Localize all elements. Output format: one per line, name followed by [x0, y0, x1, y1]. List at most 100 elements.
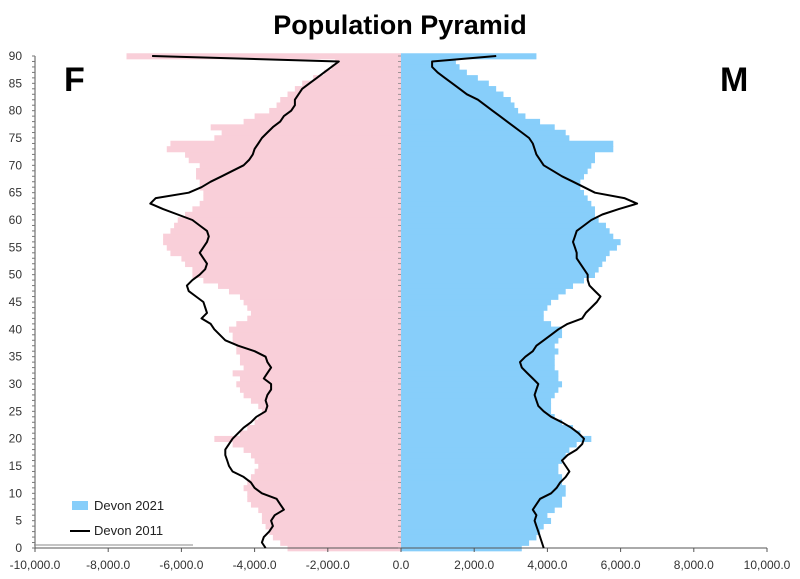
- female-bar-age-51: [192, 266, 401, 273]
- female-bar-age-34: [239, 359, 401, 366]
- female-bar-age-70: [199, 162, 401, 169]
- x-tick-label--4000: -4,000.0: [233, 558, 277, 572]
- female-bar-age-61: [185, 211, 401, 218]
- x-tick-label--8000: -8,000.0: [86, 558, 130, 572]
- legend-swatch-devon-2021: [72, 501, 88, 510]
- male-bar-age-62: [401, 206, 595, 213]
- legend-label-devon-2021: Devon 2021: [94, 498, 164, 513]
- male-bar-age-80: [401, 107, 519, 114]
- female-bar-age-38: [232, 337, 401, 344]
- male-bar-age-71: [401, 157, 595, 164]
- female-bar-age-87: [324, 69, 401, 76]
- male-bar-age-51: [401, 266, 599, 273]
- y-tick-label-15: 15: [9, 459, 23, 473]
- male-bar-age-27: [401, 397, 552, 404]
- female-bar-age-27: [250, 397, 401, 404]
- female-bar-age-53: [181, 255, 401, 262]
- y-tick-label-80: 80: [9, 104, 23, 118]
- x-tick-label--6000: -6,000.0: [159, 558, 203, 572]
- male-bar-age-85: [401, 80, 489, 87]
- male-bar-age-7: [401, 507, 555, 514]
- male-bar-age-56: [401, 239, 621, 246]
- devon-2011-lines: [149, 55, 639, 549]
- female-bar-age-54: [170, 250, 401, 257]
- female-bar-age-9: [247, 496, 401, 503]
- y-tick-label-0: 0: [15, 541, 22, 555]
- male-bar-age-31: [401, 375, 559, 382]
- female-bar-age-68: [196, 173, 401, 180]
- female-bar-age-3: [269, 528, 401, 535]
- male-bar-age-42: [401, 315, 544, 322]
- x-tick-label--2000: -2,000.0: [306, 558, 350, 572]
- female-bar-age-29: [239, 386, 401, 393]
- male-bar-age-1: [401, 539, 530, 546]
- female-bar-age-67: [199, 179, 401, 186]
- female-bar-age-72: [185, 151, 401, 158]
- female-bar-age-79: [254, 113, 401, 120]
- male-bar-age-52: [401, 261, 603, 268]
- devon-2011-female-line: [149, 55, 340, 549]
- female-bar-age-2: [272, 534, 401, 541]
- male-bar-age-49: [401, 277, 584, 284]
- male-bar-age-25: [401, 408, 552, 415]
- male-bar-age-74: [401, 140, 614, 147]
- y-tick-label-20: 20: [9, 432, 23, 446]
- female-bar-age-45: [243, 299, 401, 306]
- female-bar-age-6: [261, 512, 401, 519]
- male-bar-age-24: [401, 414, 555, 421]
- x-tick-label-4000: 4,000.0: [527, 558, 567, 572]
- female-bar-age-48: [218, 282, 401, 289]
- male-bar-age-34: [401, 359, 555, 366]
- male-bar-age-30: [401, 381, 563, 388]
- female-bar-age-28: [243, 392, 401, 399]
- x-tick-label-6000: 6,000.0: [601, 558, 641, 572]
- male-bar-age-79: [401, 113, 526, 120]
- male-bar-age-19: [401, 441, 577, 448]
- y-tick-label-5: 5: [15, 514, 22, 528]
- female-bar-age-49: [203, 277, 401, 284]
- male-bar-age-59: [401, 222, 606, 229]
- female-bar-age-63: [199, 200, 401, 207]
- female-bar-age-16: [254, 457, 401, 464]
- male-bar-age-38: [401, 337, 559, 344]
- female-bar-age-77: [210, 124, 401, 131]
- male-bar-age-4: [401, 523, 544, 530]
- female-bar-age-62: [192, 206, 401, 213]
- female-bar-age-56: [163, 239, 401, 246]
- female-bar-age-19: [232, 441, 401, 448]
- female-bar-age-8: [250, 501, 401, 508]
- male-bar-age-48: [401, 282, 574, 289]
- female-bar-age-47: [228, 288, 401, 295]
- female-bar-age-5: [261, 517, 401, 524]
- female-bars: [126, 53, 401, 552]
- female-bar-age-69: [196, 168, 401, 175]
- male-bar-age-43: [401, 310, 544, 317]
- male-bar-age-47: [401, 288, 566, 295]
- male-bar-age-90: [401, 53, 537, 60]
- female-bar-age-71: [188, 157, 401, 164]
- female-bar-age-80: [269, 107, 401, 114]
- devon-2011-male-line: [431, 55, 639, 549]
- female-bar-age-15: [258, 463, 401, 470]
- female-bar-age-25: [261, 408, 401, 415]
- male-bar-age-10: [401, 490, 566, 497]
- x-tick-label-0: 0.0: [393, 558, 410, 572]
- female-bar-age-78: [243, 118, 401, 125]
- female-bar-age-18: [243, 446, 401, 453]
- y-tick-label-10: 10: [9, 486, 23, 500]
- male-bar-age-3: [401, 528, 541, 535]
- female-bar-age-55: [166, 244, 401, 251]
- male-bar-age-87: [401, 69, 467, 76]
- female-bar-age-14: [254, 468, 401, 475]
- male-bar-age-16: [401, 457, 563, 464]
- male-bar-age-20: [401, 435, 592, 442]
- female-bar-age-32: [232, 370, 401, 377]
- y-tick-labels: 0 5 10 15 20 25 30 35 40 45 50 55 60 65 70 75 80 85 90: [9, 49, 23, 555]
- female-bar-age-4: [265, 523, 401, 530]
- female-bar-age-35: [239, 353, 401, 360]
- male-bar-age-55: [401, 244, 617, 251]
- male-bar-age-32: [401, 370, 559, 377]
- y-tick-label-85: 85: [9, 76, 23, 90]
- female-bar-age-82: [280, 97, 401, 104]
- female-bar-age-7: [258, 507, 401, 514]
